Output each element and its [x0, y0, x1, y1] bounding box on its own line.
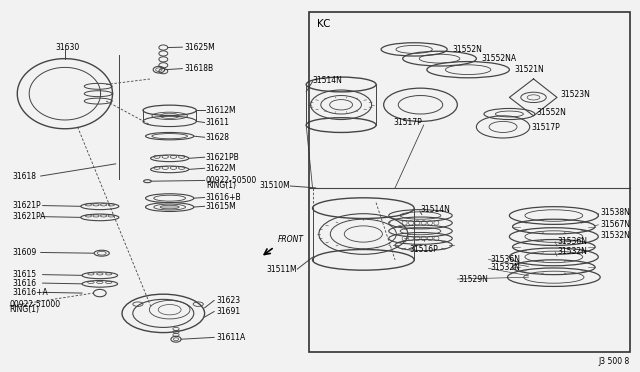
- Text: 31611: 31611: [206, 118, 230, 127]
- Text: 31622M: 31622M: [206, 164, 237, 173]
- Text: 31611A: 31611A: [216, 333, 245, 342]
- Text: 31517P: 31517P: [532, 123, 561, 132]
- Text: 31532N: 31532N: [557, 247, 587, 256]
- Text: 31529N: 31529N: [459, 275, 488, 283]
- Text: 31618B: 31618B: [184, 64, 213, 73]
- Text: 31510M: 31510M: [260, 182, 291, 190]
- Text: 00922-51000: 00922-51000: [10, 300, 61, 309]
- Text: 31538N: 31538N: [601, 208, 630, 217]
- Text: 31621PB: 31621PB: [206, 153, 239, 162]
- Text: RING(1): RING(1): [10, 305, 40, 314]
- Text: 31521N: 31521N: [515, 65, 544, 74]
- Text: 31567N: 31567N: [601, 220, 631, 229]
- Text: 31616+B: 31616+B: [206, 193, 241, 202]
- Text: 31615: 31615: [13, 270, 37, 279]
- Text: 31625M: 31625M: [184, 43, 215, 52]
- Text: FRONT: FRONT: [278, 235, 303, 244]
- Text: 31517P: 31517P: [394, 118, 422, 126]
- Text: RING(1): RING(1): [206, 181, 236, 190]
- Text: 00922-50500: 00922-50500: [206, 176, 257, 185]
- Text: 31616+A: 31616+A: [13, 288, 49, 297]
- Text: 31532N: 31532N: [601, 231, 630, 240]
- Text: 31612M: 31612M: [206, 106, 237, 115]
- Text: 31536N: 31536N: [490, 254, 520, 264]
- Text: 31628: 31628: [206, 133, 230, 142]
- Text: 31616: 31616: [13, 279, 37, 288]
- Bar: [309, 13, 630, 352]
- Text: 31609: 31609: [13, 248, 37, 257]
- Text: 31621PA: 31621PA: [13, 212, 46, 221]
- Text: 31511M: 31511M: [267, 265, 298, 274]
- Text: 31615M: 31615M: [206, 202, 237, 211]
- Text: 31532N: 31532N: [490, 263, 520, 272]
- Text: 31630: 31630: [56, 43, 79, 52]
- Text: KC: KC: [317, 19, 330, 29]
- Text: 31514N: 31514N: [420, 205, 451, 215]
- Text: 31623: 31623: [216, 296, 240, 305]
- Text: 31691: 31691: [216, 307, 240, 316]
- Text: 31621P: 31621P: [13, 201, 42, 210]
- Text: 31552NA: 31552NA: [481, 54, 516, 63]
- Text: 31516P: 31516P: [410, 246, 438, 254]
- Text: 31523N: 31523N: [560, 90, 590, 99]
- Text: 31618: 31618: [13, 171, 37, 180]
- Ellipse shape: [160, 205, 179, 209]
- Text: 31552N: 31552N: [537, 108, 566, 117]
- Text: 31552N: 31552N: [452, 45, 482, 54]
- Text: J3 500 8: J3 500 8: [599, 357, 630, 366]
- Text: 31514N: 31514N: [312, 76, 342, 85]
- Text: 31536N: 31536N: [557, 237, 587, 246]
